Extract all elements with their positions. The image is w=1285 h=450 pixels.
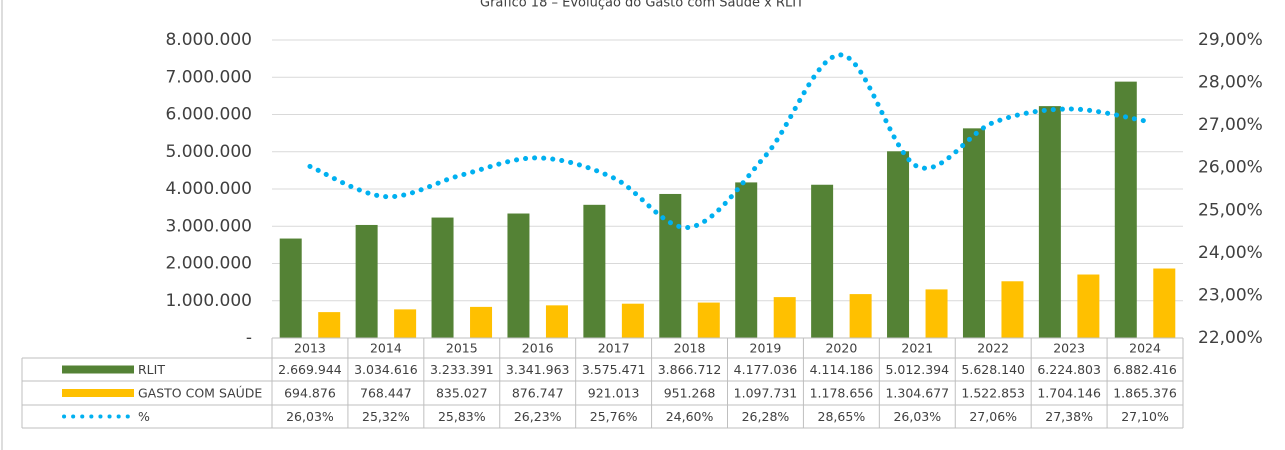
data-label: 1.704.146 (1037, 386, 1101, 401)
x-tick-label: 2015 (446, 341, 478, 356)
chart-title: Gráfico 18 – Evolução do Gasto com Saúde… (480, 0, 804, 11)
data-label: 25,83% (438, 409, 486, 424)
y-tick-label: 3.000.000 (165, 216, 252, 236)
bar (735, 182, 758, 338)
bar (811, 184, 834, 338)
y-tick-label: - (246, 328, 252, 348)
data-label: 1.865.376 (1113, 386, 1177, 401)
bar (431, 217, 454, 338)
bar (470, 306, 493, 338)
x-tick-label: 2020 (825, 341, 857, 356)
y-tick-label: 1.000.000 (165, 291, 252, 311)
x-tick-label: 2013 (294, 341, 326, 356)
data-label: 921.013 (588, 386, 640, 401)
legend-key (62, 389, 134, 397)
data-label: 5.628.140 (961, 362, 1025, 377)
bar (849, 294, 872, 338)
bar (355, 224, 378, 338)
legend-label: GASTO COM SAÚDE (138, 386, 262, 401)
x-tick-label: 2018 (674, 341, 706, 356)
bar (1038, 106, 1061, 338)
data-label: 27,10% (1121, 409, 1169, 424)
y2-tick-label: 24,00% (1198, 243, 1263, 263)
legend-label: RLIT (138, 362, 165, 377)
bar (1077, 274, 1100, 338)
y2-tick-label: 26,00% (1198, 158, 1263, 178)
data-label: 768.447 (360, 386, 412, 401)
bar (583, 204, 606, 338)
bar (1001, 281, 1024, 338)
data-label: 2.669.944 (278, 362, 342, 377)
x-tick-label: 2022 (977, 341, 1009, 356)
x-tick-label: 2019 (750, 341, 782, 356)
y2-tick-label: 27,00% (1198, 115, 1263, 135)
data-label: 26,03% (286, 409, 334, 424)
data-label: 4.114.186 (810, 362, 874, 377)
x-tick-label: 2021 (901, 341, 933, 356)
y-tick-label: 2.000.000 (165, 254, 252, 274)
bar (962, 128, 985, 338)
data-label: 26,23% (514, 409, 562, 424)
y-tick-label: 6.000.000 (165, 105, 252, 125)
x-tick-label: 2023 (1053, 341, 1085, 356)
y2-tick-label: 29,00% (1198, 30, 1263, 50)
x-tick-label: 2016 (522, 341, 554, 356)
data-label: 6.882.416 (1113, 362, 1177, 377)
bar (887, 151, 910, 338)
data-label: 876.747 (512, 386, 564, 401)
legend-key (62, 365, 134, 374)
data-label: 951.268 (664, 386, 716, 401)
bar (773, 297, 796, 338)
data-label: 3.233.391 (430, 362, 494, 377)
data-label: 3.034.616 (354, 362, 418, 377)
y2-tick-label: 28,00% (1198, 73, 1263, 93)
y-tick-label: 7.000.000 (165, 67, 252, 87)
bar (394, 309, 417, 338)
data-label: 28,65% (818, 409, 866, 424)
legend-label: % (138, 409, 150, 424)
data-label: 4.177.036 (734, 362, 798, 377)
data-label: 835.027 (436, 386, 488, 401)
bar (925, 289, 948, 338)
y2-tick-label: 23,00% (1198, 285, 1263, 305)
data-label: 27,06% (969, 409, 1017, 424)
bar (621, 303, 644, 338)
bar (507, 213, 530, 338)
data-label: 1.304.677 (885, 386, 949, 401)
data-label: 25,76% (590, 409, 638, 424)
data-label: 3.866.712 (658, 362, 722, 377)
data-label: 6.224.803 (1037, 362, 1101, 377)
data-label: 24,60% (666, 409, 714, 424)
y-tick-label: 8.000.000 (165, 30, 252, 50)
data-label: 1.178.656 (810, 386, 874, 401)
data-label: 26,28% (742, 409, 790, 424)
data-label: 1.097.731 (734, 386, 798, 401)
bar (1114, 81, 1137, 338)
y2-tick-label: 25,00% (1198, 200, 1263, 220)
y-tick-label: 5.000.000 (165, 142, 252, 162)
data-label: 5.012.394 (885, 362, 949, 377)
data-label: 1.522.853 (961, 386, 1025, 401)
data-label: 25,32% (362, 409, 410, 424)
bar (659, 193, 682, 338)
x-tick-label: 2014 (370, 341, 402, 356)
data-label: 694.876 (284, 386, 336, 401)
data-label: 27,38% (1045, 409, 1093, 424)
bar (1153, 268, 1176, 338)
y2-tick-label: 22,00% (1198, 328, 1263, 348)
bar (545, 305, 568, 338)
bar (697, 302, 720, 338)
data-label: 26,03% (893, 409, 941, 424)
x-tick-label: 2017 (598, 341, 630, 356)
line (307, 52, 1148, 230)
y-tick-label: 4.000.000 (165, 179, 252, 199)
bar (318, 312, 341, 338)
x-tick-label: 2024 (1129, 341, 1161, 356)
bar (279, 238, 302, 338)
data-label: 3.575.471 (582, 362, 646, 377)
data-label: 3.341.963 (506, 362, 570, 377)
